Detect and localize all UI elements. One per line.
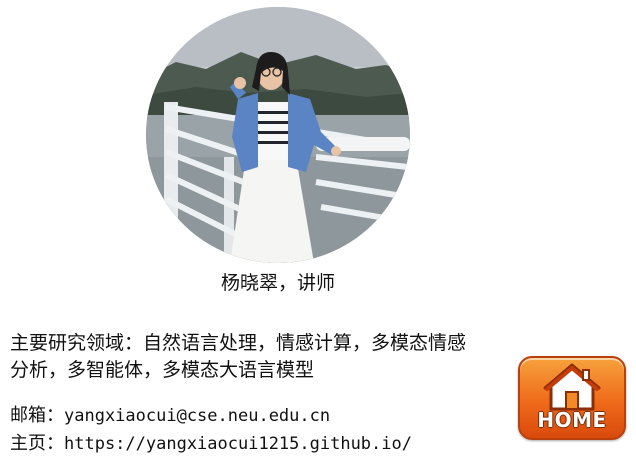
email-link[interactable]: yangxiaocui@cse.neu.edu.cn [64, 406, 331, 426]
portrait-photo [146, 7, 410, 263]
home-button[interactable]: HOME [518, 356, 626, 440]
profile-photo [146, 7, 410, 263]
research-line-1: 主要研究领域：自然语言处理，情感计算，多模态情感 [10, 332, 467, 354]
homepage-link[interactable]: https://yangxiaocui1215.github.io/ [64, 434, 412, 454]
email-label: 邮箱： [10, 405, 64, 426]
contact-info: 邮箱：yangxiaocui@cse.neu.edu.cn 主页：https:/… [10, 402, 510, 458]
homepage-label: 主页： [10, 433, 64, 454]
research-areas: 主要研究领域：自然语言处理，情感计算，多模态情感 分析，多智能体，多模态大语言模… [10, 330, 590, 384]
homepage-row: 主页：https://yangxiaocui1215.github.io/ [10, 430, 510, 458]
profile-caption: 杨晓翠，讲师 [220, 272, 335, 294]
house-icon [543, 363, 601, 411]
research-line-2: 分析，多智能体，多模态大语言模型 [10, 359, 315, 381]
home-button-label: HOME [537, 408, 607, 432]
email-row: 邮箱：yangxiaocui@cse.neu.edu.cn [10, 402, 510, 430]
